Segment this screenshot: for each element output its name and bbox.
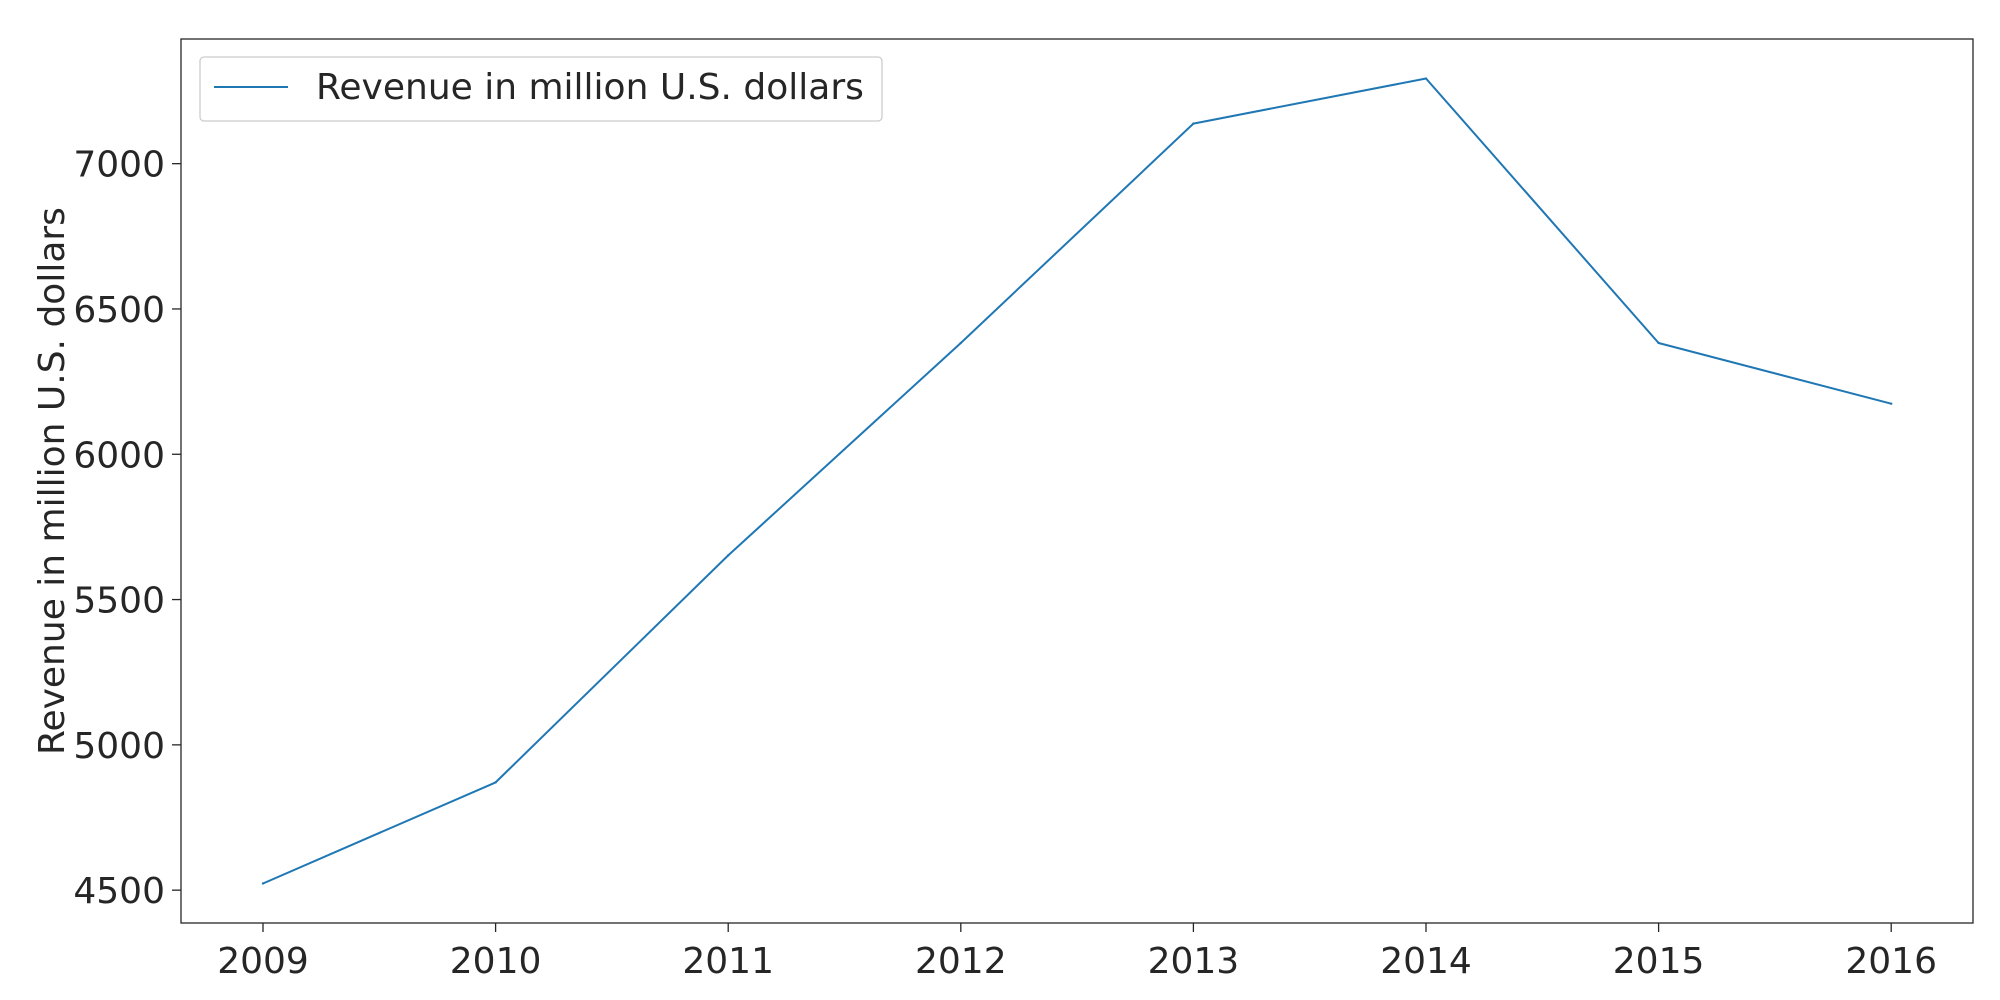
y-tick-label: 6000 <box>73 435 165 476</box>
x-tick-label: 2009 <box>217 941 309 982</box>
legend-box <box>199 56 883 122</box>
data-point <box>261 882 265 885</box>
y-tick-label: 4500 <box>73 871 165 912</box>
x-tick-label: 2016 <box>1845 941 1937 982</box>
x-tick-label: 2010 <box>450 941 542 982</box>
y-tick-label: 5500 <box>73 581 165 622</box>
legend-label: Revenue in million U.S. dollars <box>316 67 864 108</box>
x-axis: 2009 2010 2011 2012 2013 2014 2015 2016 <box>217 923 1937 982</box>
data-point <box>1424 77 1428 80</box>
data-point <box>959 341 962 345</box>
data-point <box>727 554 730 557</box>
y-axis: 4500 5000 5500 6000 6500 7000 <box>73 145 181 912</box>
y-tick-label: 6500 <box>73 290 165 331</box>
series-line <box>262 77 1892 885</box>
y-tick-label: 7000 <box>73 145 165 186</box>
x-tick-label: 2014 <box>1380 941 1472 982</box>
y-tick-label: 5000 <box>73 726 165 767</box>
x-tick-label: 2015 <box>1613 941 1705 982</box>
data-point <box>494 781 497 784</box>
series-layer <box>261 77 1893 885</box>
plot-area <box>180 38 1974 924</box>
data-point <box>1657 341 1660 345</box>
x-tick-label: 2011 <box>682 941 774 982</box>
data-point <box>1890 402 1893 405</box>
legend: Revenue in million U.S. dollars <box>199 56 883 122</box>
x-tick-label: 2013 <box>1148 941 1240 982</box>
x-tick-label: 2012 <box>915 941 1007 982</box>
y-axis-title: Revenue in million U.S. dollars <box>32 207 73 755</box>
data-point <box>1192 122 1195 125</box>
